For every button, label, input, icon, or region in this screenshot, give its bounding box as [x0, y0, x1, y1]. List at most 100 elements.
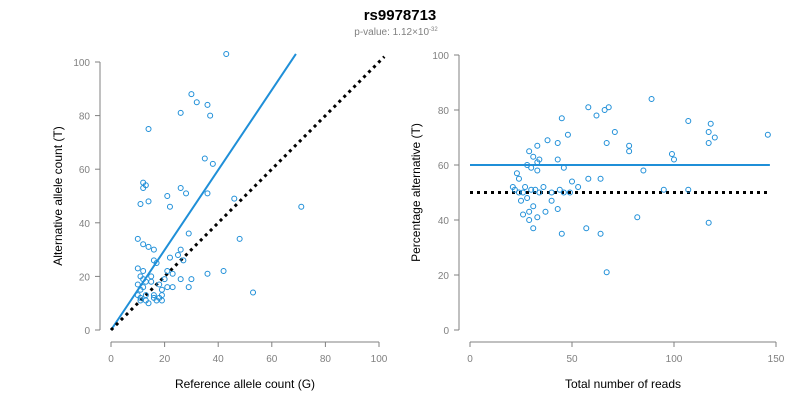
reference-line	[109, 55, 386, 332]
x-tick-label: 60	[266, 354, 278, 365]
data-point	[158, 286, 165, 293]
data-point	[207, 112, 214, 119]
data-point	[648, 96, 655, 102]
data-point	[164, 284, 171, 291]
data-point	[513, 170, 520, 177]
data-point	[544, 137, 551, 144]
data-point	[137, 201, 144, 208]
data-point	[564, 131, 571, 138]
data-point	[522, 184, 529, 190]
data-point	[705, 140, 712, 146]
data-point	[532, 186, 539, 193]
x-tick-label: 80	[320, 354, 332, 365]
y-tick-label: 0	[443, 326, 449, 337]
data-point	[140, 241, 147, 248]
data-point	[524, 162, 531, 168]
data-point	[671, 156, 677, 163]
y-tick-label: 80	[79, 112, 91, 123]
data-point	[140, 184, 147, 191]
data-point	[603, 269, 610, 276]
data-point	[711, 134, 718, 141]
data-point	[177, 109, 184, 116]
data-point	[593, 112, 600, 119]
data-point	[298, 203, 305, 210]
data-point	[585, 104, 592, 111]
data-point	[153, 260, 160, 266]
data-point	[685, 186, 692, 193]
data-point	[204, 101, 211, 108]
data-point	[520, 189, 527, 196]
data-point	[169, 270, 176, 277]
data-point	[134, 281, 141, 288]
data-point	[161, 276, 168, 283]
data-point	[626, 142, 633, 149]
x-tick-label: 50	[566, 354, 578, 365]
data-point	[603, 140, 610, 146]
data-point	[148, 273, 155, 280]
data-point	[583, 225, 590, 232]
y-tick-label: 60	[438, 161, 450, 172]
data-point	[526, 148, 533, 155]
data-point	[169, 284, 176, 291]
data-point	[511, 186, 518, 193]
data-point	[534, 214, 541, 221]
data-point	[542, 208, 549, 215]
y-tick-label: 60	[79, 165, 91, 176]
data-point	[175, 251, 181, 258]
data-point	[626, 148, 633, 155]
figure-title: rs9978713	[364, 7, 437, 24]
data-point	[668, 151, 675, 157]
data-point	[209, 160, 216, 167]
subtitle-exponent: -32	[429, 27, 438, 33]
y-tick-label: 80	[438, 106, 450, 117]
x-tick-label: 40	[213, 354, 225, 365]
data-point	[145, 126, 152, 132]
fit-line	[110, 53, 297, 331]
data-point	[554, 140, 561, 146]
data-point	[554, 156, 561, 163]
data-point	[605, 104, 612, 111]
data-point	[180, 257, 187, 264]
data-point	[515, 189, 522, 196]
data-point	[705, 219, 712, 226]
data-point	[148, 278, 155, 285]
data-point	[204, 270, 211, 277]
data-point	[185, 230, 192, 237]
data-point	[223, 50, 230, 57]
data-point	[201, 155, 208, 162]
data-point	[560, 164, 567, 171]
data-point	[518, 197, 524, 204]
data-point	[585, 175, 592, 182]
data-point	[601, 107, 608, 113]
subtitle-prefix: p-value: 1.12×10	[354, 27, 429, 38]
data-point	[560, 189, 567, 196]
x-axis-label: Reference allele count (G)	[175, 377, 315, 391]
data-point	[166, 254, 173, 261]
data-point	[611, 129, 618, 135]
y-tick-label: 20	[79, 272, 91, 283]
data-point	[188, 91, 195, 98]
data-point	[145, 198, 152, 205]
data-point	[134, 265, 141, 272]
data-point	[177, 276, 184, 283]
left-scatter-panel: 0 20 40 60 80 100 0 20 40 60 80 100 Reference allele…	[51, 50, 388, 391]
data-point	[530, 203, 537, 210]
data-point	[158, 297, 165, 304]
y-tick-label: 40	[438, 216, 450, 227]
data-point	[575, 184, 582, 190]
data-point	[556, 186, 563, 193]
data-point	[554, 206, 561, 212]
x-tick-label: 0	[108, 354, 114, 365]
data-point	[526, 217, 533, 223]
data-point	[634, 214, 641, 221]
data-point	[705, 129, 712, 135]
data-point	[140, 268, 147, 275]
x-tick-label: 0	[467, 354, 473, 365]
x-axis-label: Total number of reads	[565, 377, 681, 391]
data-point	[193, 99, 200, 106]
y-axis-label: Alternative allele count (T)	[51, 126, 65, 265]
right-scatter-panel: 0 50 100 150 0 20 40 60 80 100 Total number of rea…	[409, 51, 785, 391]
data-point	[177, 184, 184, 191]
data-point	[524, 195, 531, 201]
